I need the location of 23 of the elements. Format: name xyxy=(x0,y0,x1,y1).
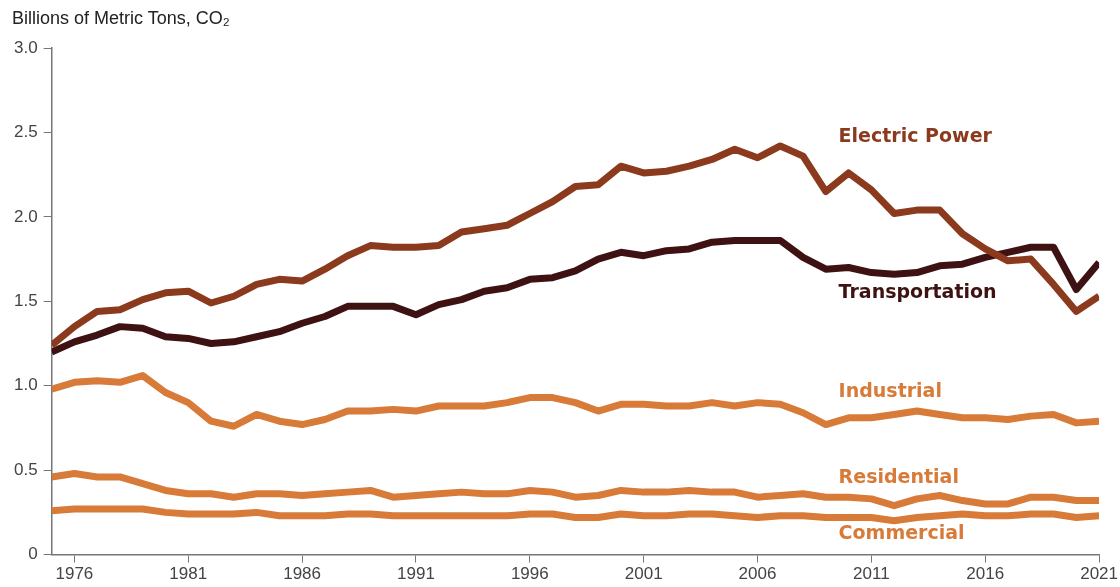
x-tick-label: 2016 xyxy=(966,564,1005,584)
y-tick-label: 0.5 xyxy=(13,459,38,479)
series-label: Electric Power xyxy=(838,123,993,146)
y-axis-title: Billions of Metric Tons, CO₂ xyxy=(12,8,230,29)
x-tick-label: 2001 xyxy=(624,564,663,584)
y-tick-label: 1.0 xyxy=(13,375,38,395)
series-label: Industrial xyxy=(838,378,942,401)
x-tick-label: 1996 xyxy=(510,564,549,584)
x-tick-label: 1981 xyxy=(169,564,208,584)
y-tick-label: 0 xyxy=(28,544,38,564)
y-tick-label: 2.0 xyxy=(13,206,38,226)
y-tick-label: 1.5 xyxy=(13,290,38,310)
x-tick-label: 2006 xyxy=(738,564,777,584)
series-label: Transportation xyxy=(838,280,997,303)
y-tick-label: 2.5 xyxy=(13,122,38,142)
x-tick-label: 1976 xyxy=(55,564,94,584)
y-tick-label: 3.0 xyxy=(13,37,38,57)
series-label: Commercial xyxy=(838,521,965,544)
x-tick-label: 1991 xyxy=(397,564,435,584)
x-tick-label: 1986 xyxy=(283,564,322,584)
x-tick-label: 2021 xyxy=(1080,564,1118,584)
series-label: Residential xyxy=(838,465,959,488)
x-tick-label: 2011 xyxy=(853,564,890,584)
